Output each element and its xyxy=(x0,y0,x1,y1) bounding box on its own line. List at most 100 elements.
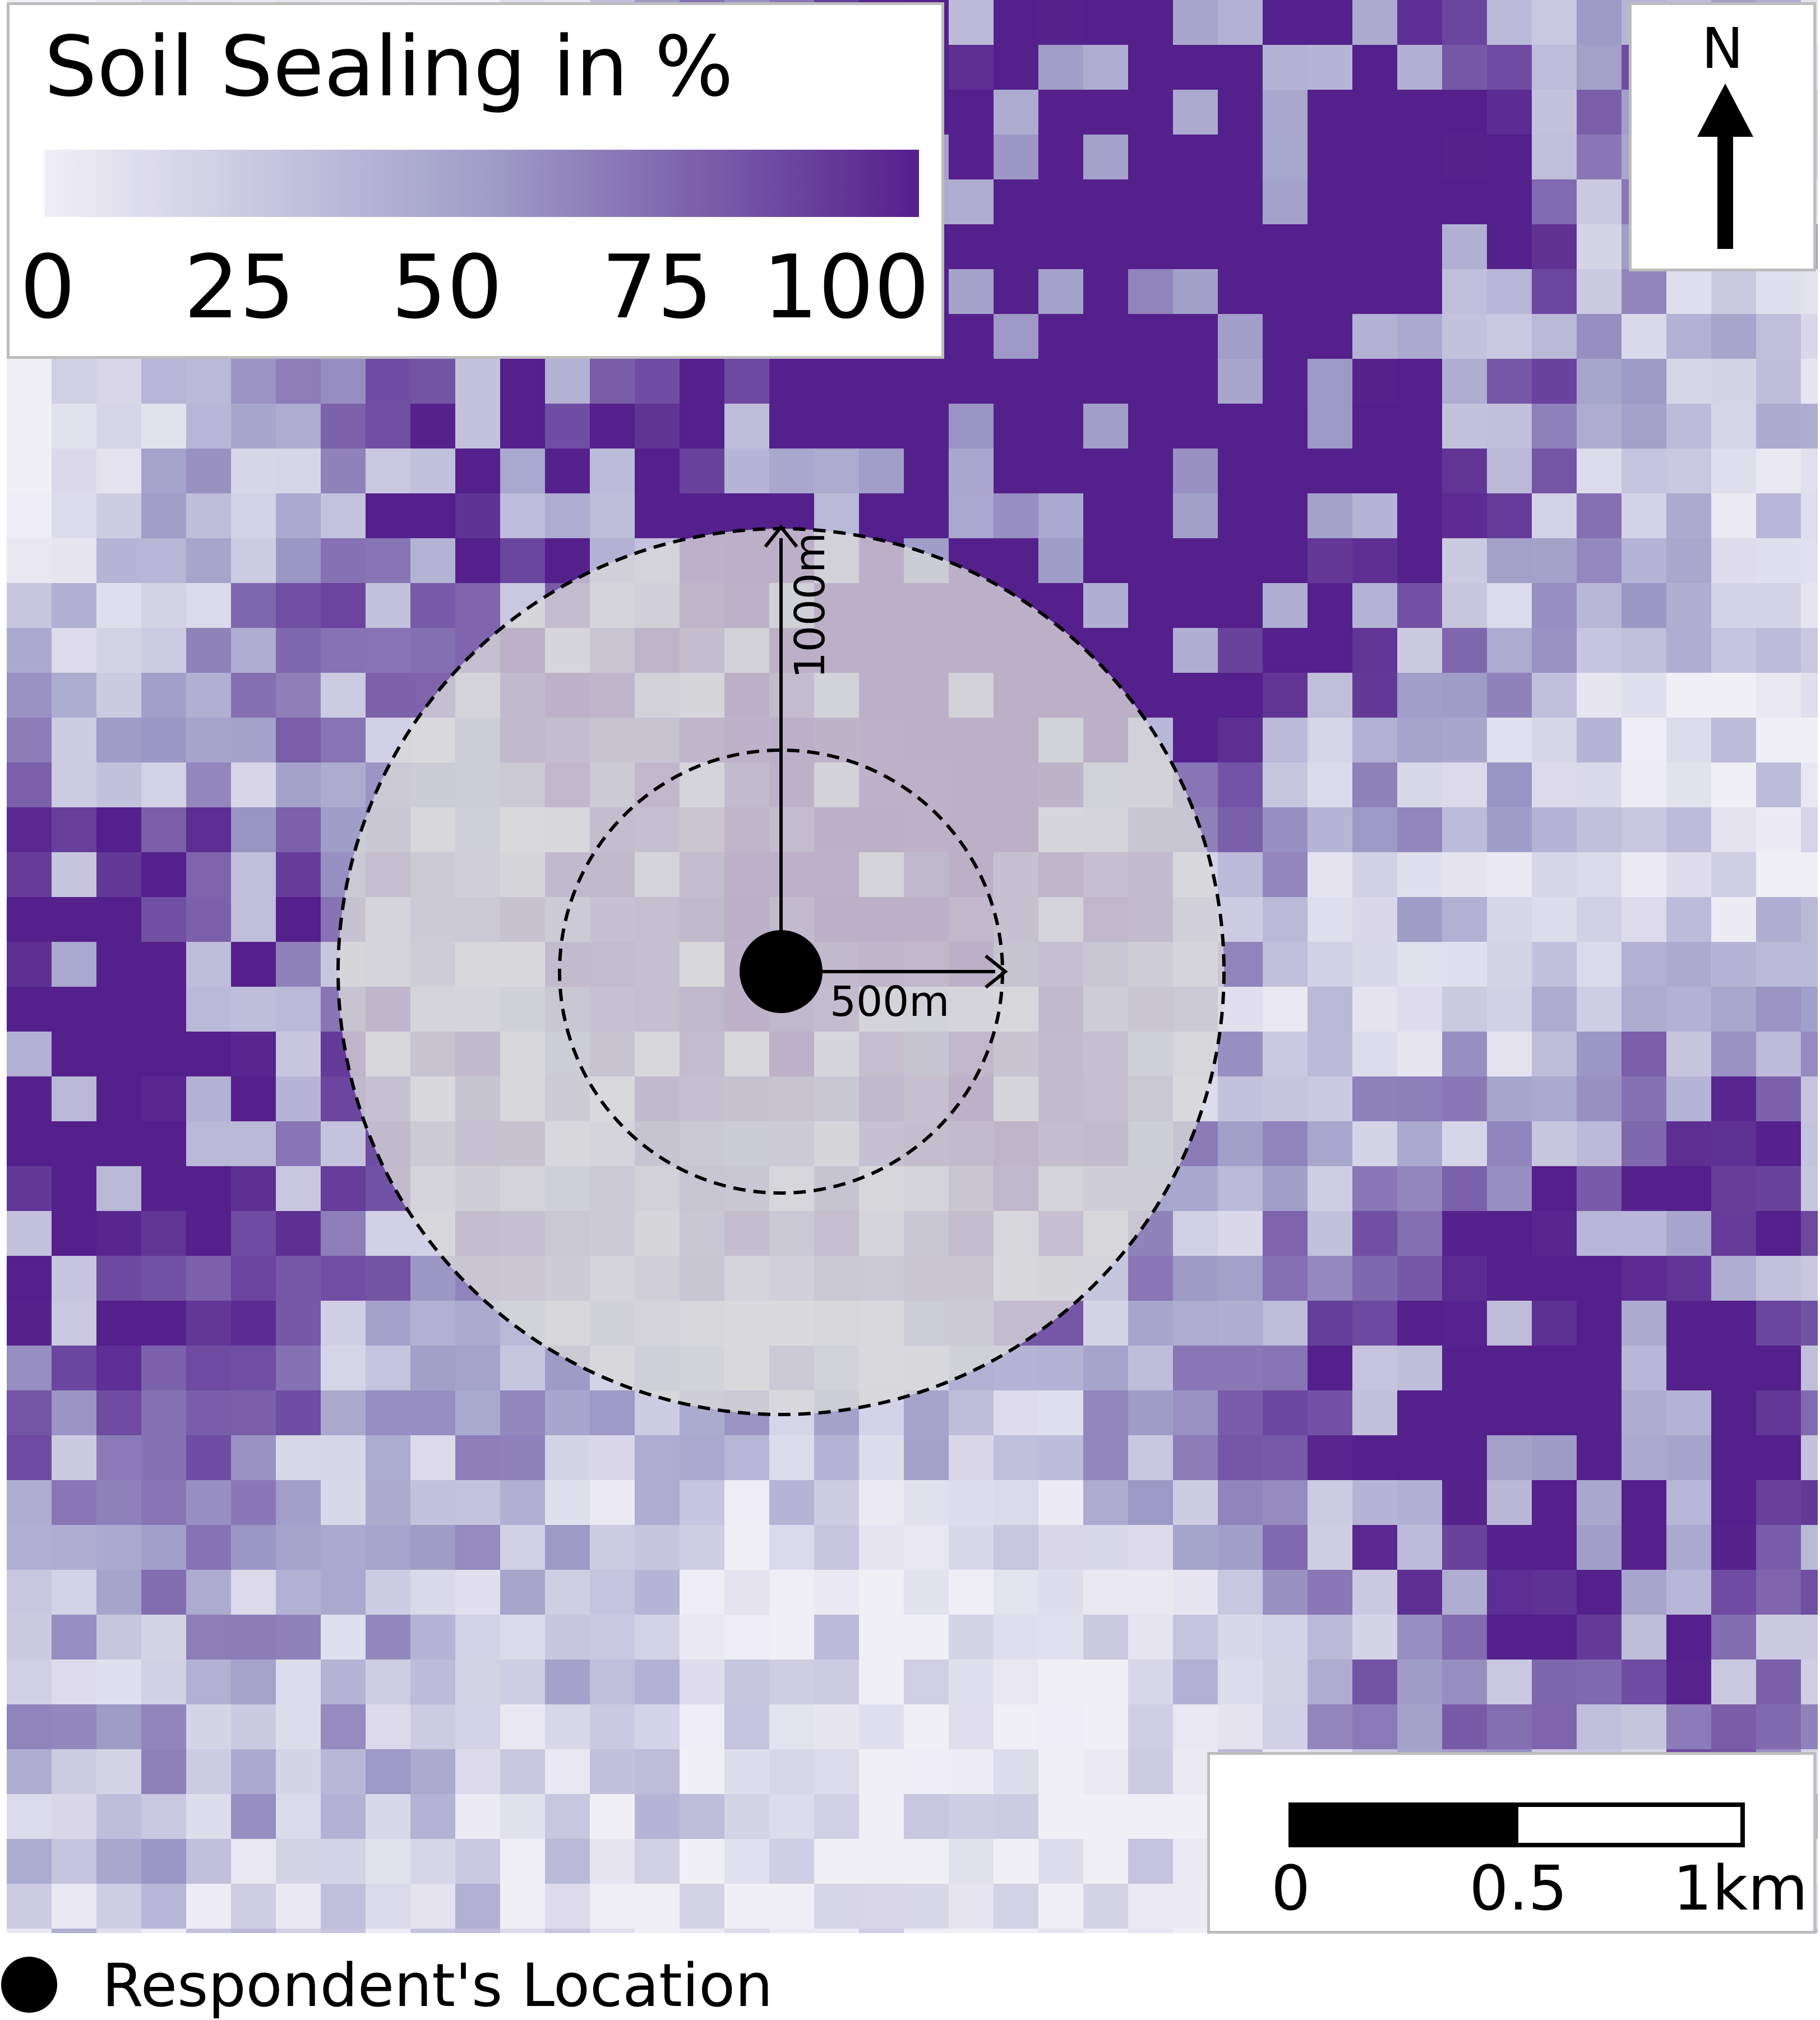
raster-cell xyxy=(769,359,815,404)
raster-cell xyxy=(904,1390,949,1436)
raster-cell xyxy=(994,45,1039,90)
raster-cell xyxy=(410,1301,456,1346)
raster-cell xyxy=(680,1570,725,1615)
raster-cell xyxy=(724,1839,770,1884)
raster-cell xyxy=(1577,224,1622,270)
raster-cell xyxy=(1263,1480,1308,1526)
raster-cell xyxy=(410,1390,456,1436)
raster-cell xyxy=(366,673,411,718)
raster-cell xyxy=(1352,1525,1398,1570)
raster-cell xyxy=(1263,179,1308,225)
raster-cell xyxy=(1577,1121,1622,1167)
raster-cell xyxy=(141,1121,187,1167)
raster-cell xyxy=(96,449,142,494)
raster-cell xyxy=(366,1929,411,1933)
raster-cell xyxy=(96,628,142,673)
raster-cell xyxy=(1487,1525,1532,1570)
raster-cell xyxy=(186,583,232,628)
raster-cell xyxy=(1038,1794,1084,1839)
raster-cell xyxy=(1487,1570,1532,1615)
raster-cell xyxy=(186,1839,232,1884)
raster-cell xyxy=(1173,1301,1218,1346)
raster-cell xyxy=(1173,269,1218,315)
raster-cell xyxy=(1577,1301,1622,1346)
raster-cell xyxy=(276,1704,321,1750)
raster-cell xyxy=(1442,583,1488,628)
raster-cell xyxy=(545,1480,590,1526)
raster-cell xyxy=(680,1794,725,1839)
raster-cell xyxy=(1442,449,1488,494)
raster-cell xyxy=(1711,1615,1757,1660)
raster-cell xyxy=(52,1794,97,1839)
raster-cell xyxy=(1128,314,1174,359)
raster-cell xyxy=(1083,583,1129,628)
raster-cell xyxy=(1038,1660,1084,1705)
raster-cell xyxy=(1756,449,1801,494)
raster-cell xyxy=(1352,718,1398,763)
raster-cell xyxy=(410,1704,456,1750)
raster-cell xyxy=(500,1839,546,1884)
raster-cell xyxy=(1038,90,1084,135)
raster-cell xyxy=(1622,628,1667,673)
raster-cell xyxy=(635,1884,680,1929)
raster-cell xyxy=(994,224,1039,270)
raster-cell xyxy=(1397,897,1443,942)
raster-cell xyxy=(7,493,52,539)
raster-cell xyxy=(1756,807,1801,853)
raster-cell xyxy=(769,1615,815,1660)
raster-cell xyxy=(1666,538,1712,584)
raster-cell xyxy=(635,1749,680,1795)
raster-cell xyxy=(1532,224,1577,270)
raster-cell xyxy=(545,449,590,494)
legend-tick-0: 0 xyxy=(20,236,76,338)
raster-cell xyxy=(455,1749,501,1795)
raster-cell xyxy=(1263,583,1308,628)
raster-cell xyxy=(1532,90,1577,135)
raster-cell xyxy=(186,987,232,1032)
raster-cell xyxy=(949,359,994,404)
raster-cell xyxy=(1263,1166,1308,1212)
raster-cell xyxy=(1711,404,1757,449)
raster-cell xyxy=(186,538,232,584)
raster-cell xyxy=(1622,807,1667,853)
raster-cell xyxy=(1263,359,1308,404)
raster-cell xyxy=(1083,1839,1129,1884)
raster-cell xyxy=(1397,1660,1443,1705)
raster-cell xyxy=(1397,1121,1443,1167)
raster-cell xyxy=(635,1929,680,1933)
raster-cell xyxy=(1577,718,1622,763)
raster-cell xyxy=(1218,1390,1263,1436)
raster-cell xyxy=(1711,1166,1757,1212)
raster-cell xyxy=(545,359,590,404)
raster-cell xyxy=(96,583,142,628)
raster-cell xyxy=(186,1525,232,1570)
raster-cell xyxy=(1218,314,1263,359)
raster-cell xyxy=(1622,1615,1667,1660)
raster-cell xyxy=(186,1749,232,1795)
raster-cell xyxy=(321,628,366,673)
raster-cell xyxy=(276,1884,321,1929)
raster-cell xyxy=(1756,359,1801,404)
raster-cell xyxy=(1397,1076,1443,1122)
raster-cell xyxy=(1756,673,1801,718)
raster-cell xyxy=(1308,45,1353,90)
raster-cell xyxy=(231,583,276,628)
raster-cell xyxy=(859,404,904,449)
raster-cell xyxy=(1711,1570,1757,1615)
raster-cell xyxy=(1487,942,1532,987)
legend-tick-25: 25 xyxy=(183,236,295,338)
raster-cell xyxy=(1801,1301,1818,1346)
raster-cell xyxy=(1577,314,1622,359)
raster-cell xyxy=(1397,1704,1443,1750)
raster-cell xyxy=(455,493,501,539)
raster-cell xyxy=(1487,987,1532,1032)
raster-cell xyxy=(321,1480,366,1526)
raster-cell xyxy=(52,807,97,853)
raster-cell xyxy=(994,1435,1039,1481)
raster-cell xyxy=(1173,179,1218,225)
raster-cell xyxy=(1173,1166,1218,1212)
raster-cell xyxy=(1218,90,1263,135)
raster-cell xyxy=(1442,1076,1488,1122)
raster-cell xyxy=(231,1076,276,1122)
raster-cell xyxy=(949,1525,994,1570)
